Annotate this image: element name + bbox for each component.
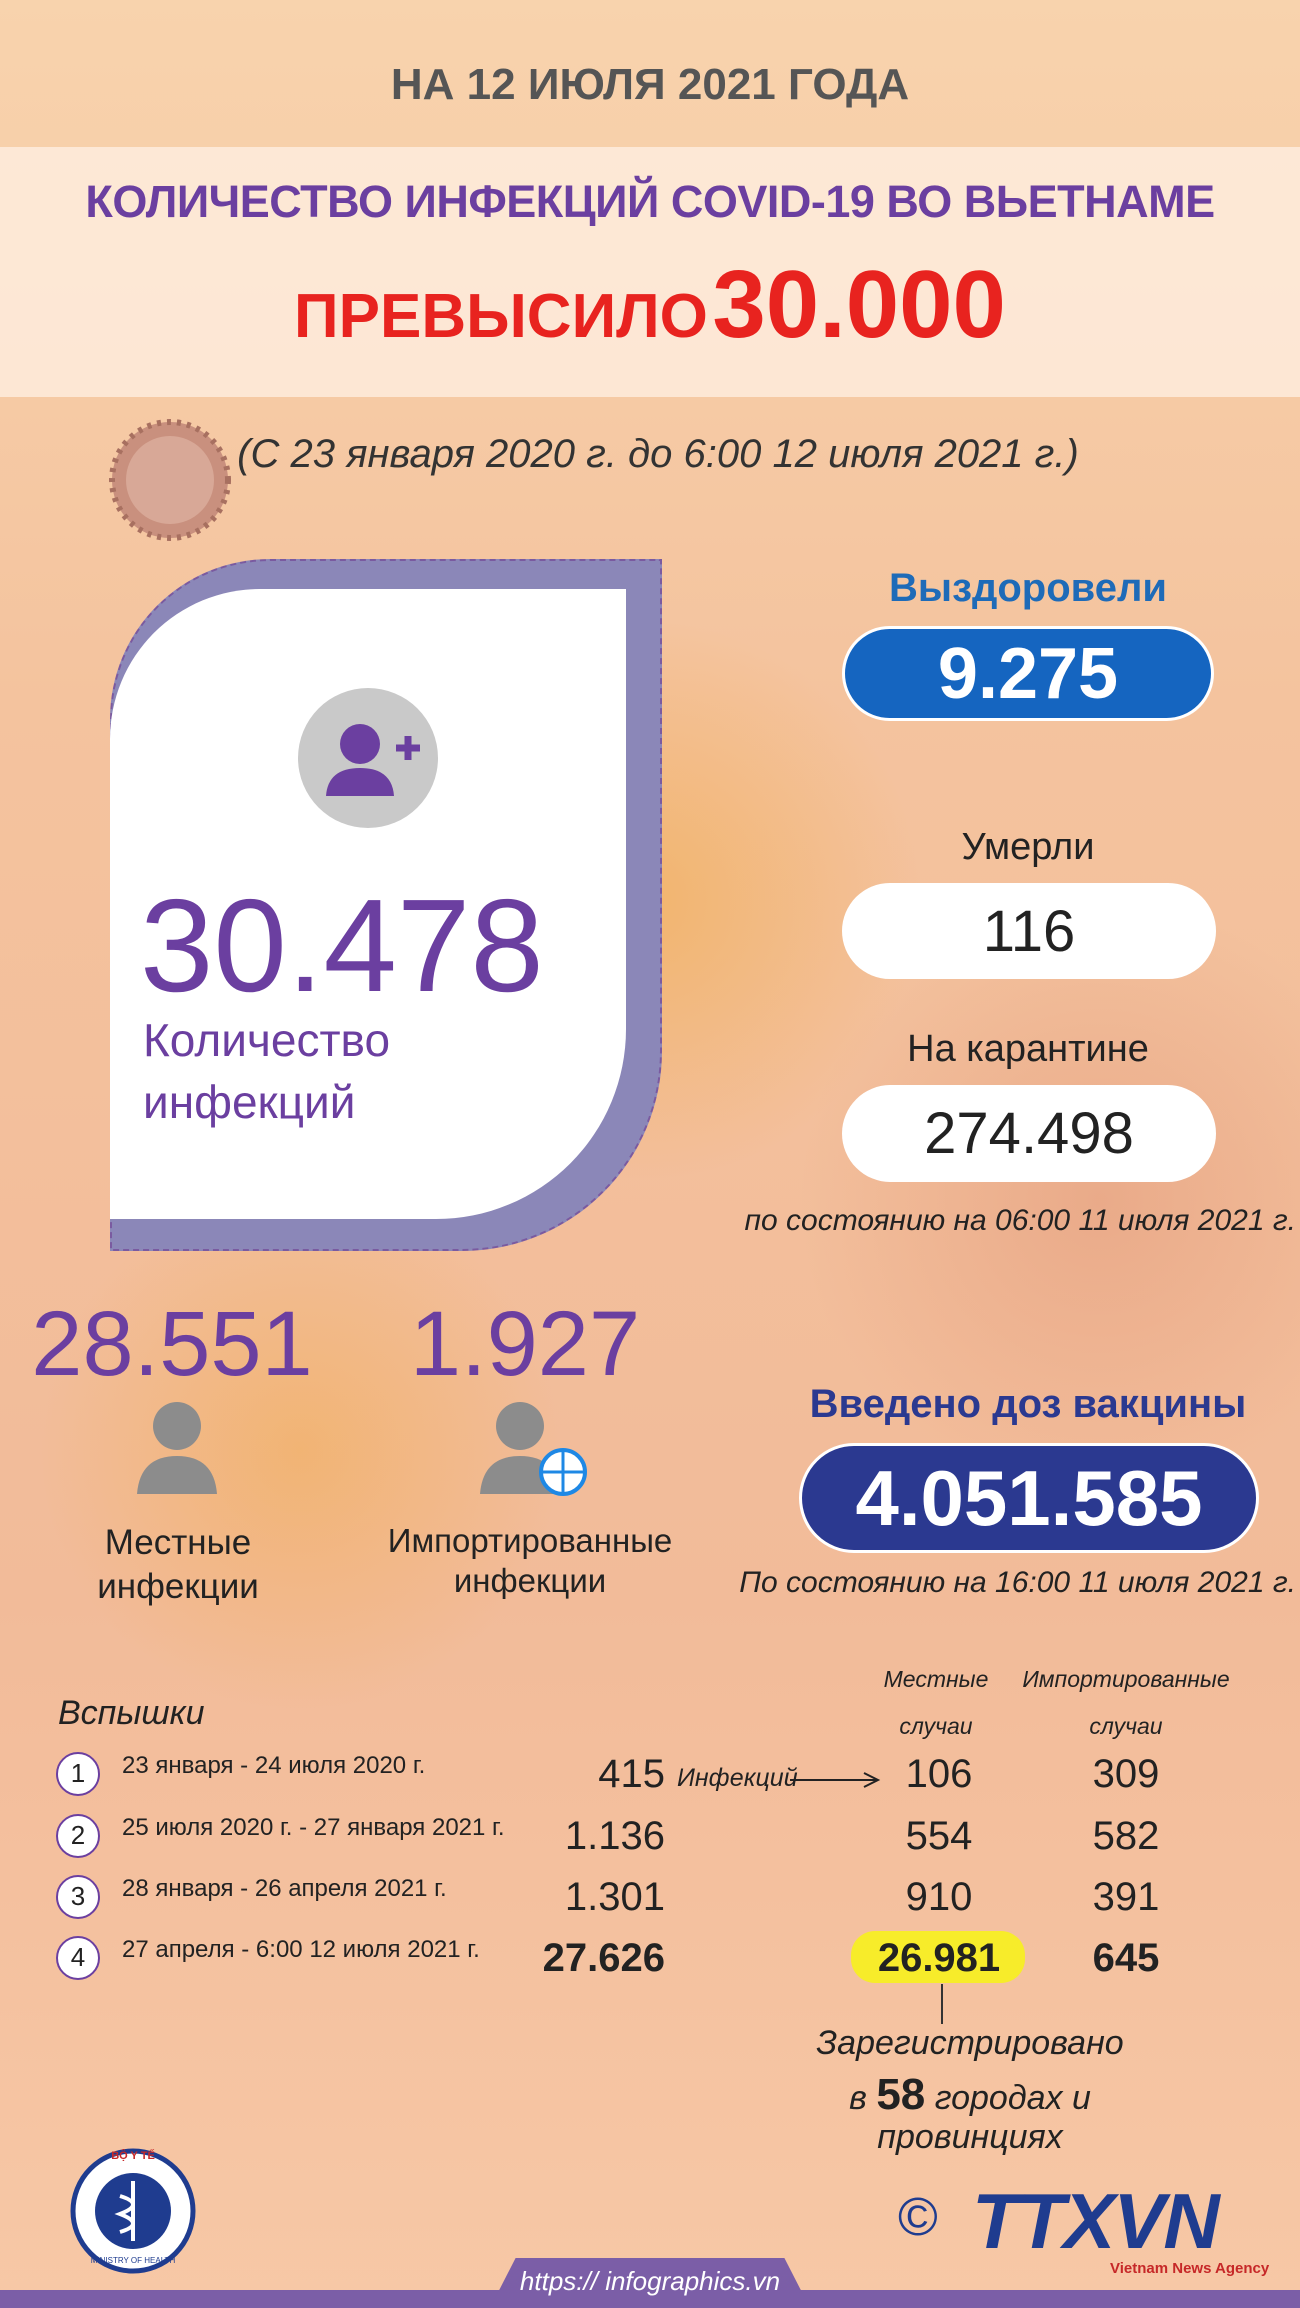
row-total: 415 <box>598 1752 665 1796</box>
row-number-circle <box>56 1936 100 1980</box>
row-number: 2 <box>70 1820 86 1850</box>
total-label: инфекций <box>143 1076 356 1128</box>
row-imported: 391 <box>1092 1875 1160 1919</box>
stats-note: по состоянию на 06:00 11 июля 2021 г. <box>744 1204 1296 1237</box>
copyright: © <box>898 2187 938 2247</box>
footer-tab <box>490 2258 810 2308</box>
row-imported: 645 <box>1092 1936 1160 1980</box>
row-period: 25 июля 2020 г. - 27 января 2021 г. <box>122 1814 505 1841</box>
stat-value: 9.275 <box>842 626 1214 721</box>
vaccine-label: Введено доз вакцины <box>809 1382 1247 1426</box>
column-header: Местные <box>883 1666 989 1692</box>
stat-label: Выздоровели <box>889 566 1167 610</box>
row-imported: 309 <box>1092 1752 1160 1796</box>
note-line: провинциях <box>877 2118 1063 2156</box>
row-number-circle <box>56 1752 100 1796</box>
row-imported: 582 <box>1092 1814 1160 1858</box>
logo-top: BỘ Y TẾ <box>111 2150 155 2162</box>
column-header: Импортированные <box>1022 1666 1230 1692</box>
virus-icon <box>109 419 231 541</box>
ministry-logo <box>70 2148 196 2274</box>
row-number: 1 <box>70 1758 86 1788</box>
period: (С 23 января 2020 г. до 6:00 12 июля 202… <box>237 432 1079 476</box>
total-value: 30.478 <box>140 872 544 1019</box>
note-line: Зарегистрировано <box>816 2024 1124 2062</box>
note-text: в <box>849 2079 867 2117</box>
total-label: Количество <box>143 1014 391 1066</box>
note-line: в 58 городах и <box>849 2070 1091 2120</box>
row-local: 910 <box>905 1875 973 1919</box>
subtitle: ПРЕВЫСИЛО 30.000 <box>294 250 1006 360</box>
row-total: 1.136 <box>564 1814 665 1858</box>
stat-value: 274.498 <box>842 1085 1216 1182</box>
row-number: 4 <box>70 1942 86 1972</box>
stat-label: Умерли <box>961 826 1095 868</box>
column-header: случаи <box>899 1713 973 1739</box>
row-local: 26.981 <box>877 1936 1001 1980</box>
row-number: 3 <box>70 1881 86 1911</box>
person-plus-icon <box>298 688 438 828</box>
subtitle-prefix: ПРЕВЫСИЛО <box>294 282 708 351</box>
outbreaks-title: Вспышки <box>58 1694 205 1732</box>
title-band <box>0 147 1300 397</box>
agency: TTXVN <box>972 2177 1220 2265</box>
row-period: 27 апреля - 6:00 12 июля 2021 г. <box>122 1936 480 1963</box>
note-text: городах и <box>934 2079 1091 2117</box>
row-total: 27.626 <box>542 1936 665 1980</box>
breakdown-label: Местные <box>104 1523 252 1562</box>
breakdown-value: 1.927 <box>409 1293 641 1395</box>
breakdown-value: 28.551 <box>31 1293 313 1395</box>
date: НА 12 ИЮЛЯ 2021 ГОДА <box>390 60 910 109</box>
agency-sub: Vietnam News Agency <box>1110 2260 1270 2277</box>
vaccine-note: По состоянию на 16:00 11 июля 2021 г. <box>739 1566 1296 1599</box>
row-local: 106 <box>905 1752 973 1796</box>
row-number-circle <box>56 1875 100 1919</box>
row-period: 28 января - 26 апреля 2021 г. <box>122 1875 447 1902</box>
row-local: 554 <box>905 1814 973 1858</box>
person-icon <box>137 1402 217 1494</box>
breakdown-label: инфекции <box>453 1562 607 1599</box>
column-header: случаи <box>1089 1713 1163 1739</box>
url: https:// infographics.vn <box>519 2266 781 2296</box>
stat-value: 116 <box>842 883 1216 979</box>
title: КОЛИЧЕСТВО ИНФЕКЦИЙ COVID-19 ВО ВЬЕТНАМЕ <box>85 176 1215 227</box>
stat-label: На карантине <box>907 1028 1149 1070</box>
pointer-line <box>941 1984 943 2024</box>
person-globe-icon <box>480 1402 587 1496</box>
arrow-label: Инфекций <box>677 1764 798 1792</box>
breakdown-label: Импортированные <box>387 1522 673 1559</box>
arrow <box>790 1772 881 1788</box>
row-period: 23 января - 24 июля 2020 г. <box>122 1752 426 1779</box>
logo-bottom: MINISTRY OF HEALTH <box>90 2256 176 2265</box>
highlight <box>851 1931 1025 1983</box>
vaccine-value: 4.051.585 <box>799 1443 1259 1553</box>
breakdown-label: инфекции <box>97 1567 259 1606</box>
subtitle-number: 30.000 <box>712 251 1006 358</box>
note-number: 58 <box>876 2070 926 2119</box>
row-total: 1.301 <box>564 1875 665 1919</box>
row-number-circle <box>56 1814 100 1858</box>
